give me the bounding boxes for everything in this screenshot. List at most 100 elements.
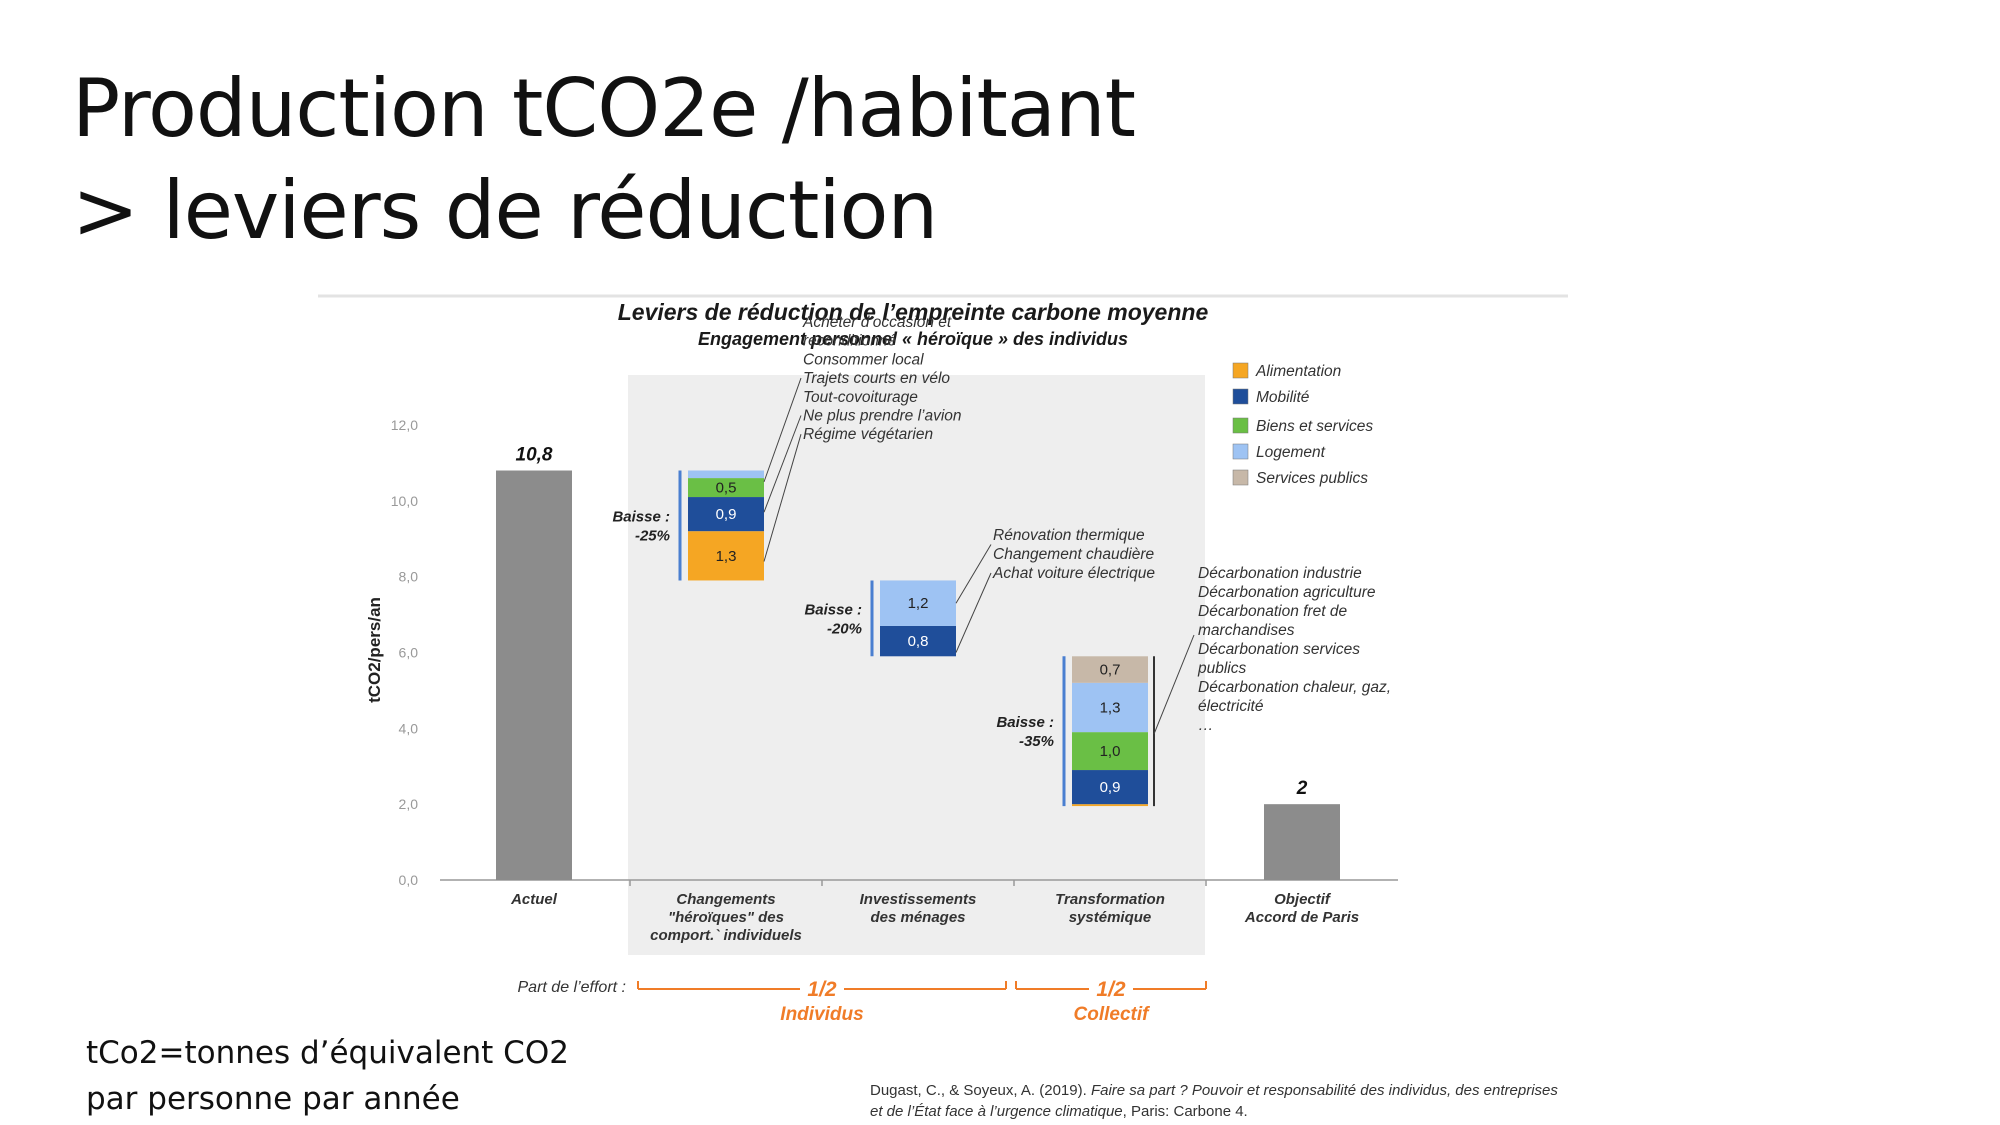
legend-swatch-biens-et-services (1232, 417, 1249, 434)
y-tick-label: 4,0 (399, 720, 419, 736)
total-bar-4 (1264, 804, 1340, 880)
x-category-label: Investissements (860, 891, 977, 908)
lever-annotation: … (1198, 717, 1214, 734)
lever-annotation: Décarbonation industrie (1198, 565, 1362, 582)
step-segment-logement (688, 470, 764, 479)
lever-annotation: Décarbonation agriculture (1198, 584, 1376, 601)
step-segment-alimentation (688, 531, 764, 581)
citation-title-part2: et de l’État face à l’urgence climatique (870, 1103, 1123, 1120)
step-value-label: 1,0 (1100, 743, 1121, 760)
lever-annotation: marchandises (1198, 622, 1295, 639)
lever-annotation: Décarbonation services (1198, 641, 1360, 658)
footnote-line2: par personne par année (86, 1081, 460, 1117)
legend-label: Services publics (1256, 470, 1368, 487)
step-value-label: 1,3 (716, 548, 737, 565)
x-category-label: Changements (676, 891, 775, 908)
legend-label: Alimentation (1255, 363, 1341, 380)
total-bar-0 (496, 470, 572, 880)
step-segment-mobilité (880, 625, 956, 657)
step-value-label: 0,7 (1100, 662, 1121, 679)
legend-label: Logement (1256, 444, 1326, 461)
baisse-percent: -25% (635, 527, 670, 544)
step-value-label: 1,3 (1100, 699, 1121, 716)
lever-annotation: Rénovation thermique (993, 527, 1145, 544)
lever-annotation: Décarbonation fret de (1198, 603, 1347, 620)
step-segment-logement (1072, 682, 1148, 733)
baisse-percent: -20% (827, 620, 862, 637)
baisse-label: Baisse : (996, 714, 1054, 731)
annotation-connector (955, 544, 992, 604)
step-value-label: 0,9 (1100, 779, 1121, 796)
x-category-label: systémique (1069, 909, 1152, 926)
lever-annotation: Changement chaudière (993, 546, 1155, 563)
legend-swatch-mobilité (1232, 388, 1249, 405)
x-category-label: "héroïques" des (668, 909, 784, 926)
y-axis-label: tCO2/pers/an (365, 597, 384, 703)
step-segment-alimentation (1072, 804, 1148, 807)
annotation-connector (763, 415, 802, 513)
baisse-percent: -35% (1019, 733, 1054, 750)
y-tick-label: 10,0 (391, 493, 418, 509)
lever-annotation: Ne plus prendre l’avion (803, 408, 962, 425)
step-segment-biens-et-services (688, 478, 764, 498)
annotation-connector (763, 434, 802, 562)
total-value-label: 10,8 (516, 445, 553, 466)
step-value-label: 0,9 (716, 506, 737, 523)
effort-fraction: 1/2 (1096, 978, 1126, 1001)
step-segment-logement (880, 580, 956, 626)
annotation-connector (1153, 634, 1195, 735)
step-value-label: 0,8 (908, 633, 929, 650)
footnote-line1: tCo2=tonnes d’équivalent CO2 (86, 1035, 569, 1071)
lever-annotation: publics (1197, 660, 1246, 677)
citation: Dugast, C., & Soyeux, A. (2019). Faire s… (870, 1080, 1570, 1122)
y-tick-label: 0,0 (399, 872, 419, 888)
slide-title: Production tCO2e /habitant > leviers de … (72, 58, 1136, 262)
citation-title-part1: Faire sa part ? Pouvoir et responsabilit… (1090, 1082, 1558, 1099)
chart-title: Leviers de réduction de l’empreinte carb… (618, 299, 1209, 325)
citation-authors: Dugast, C., & Soyeux, A. (2019). (870, 1082, 1091, 1099)
y-tick-label: 12,0 (391, 417, 418, 433)
legend-label: Mobilité (1256, 389, 1310, 406)
step-segment-mobilité (1072, 770, 1148, 805)
effort-group-name: Collectif (1074, 1004, 1151, 1025)
legend-swatch-services-publics (1232, 469, 1249, 486)
x-category-label: Objectif (1274, 891, 1332, 908)
annotation-connector (955, 572, 992, 653)
effort-label: Part de l’effort : (518, 979, 627, 996)
lever-annotation: Décarbonation chaleur, gaz, (1198, 679, 1391, 696)
lever-annotation: Achat voiture électrique (992, 565, 1155, 582)
chart-subtitle: Engagement personnel « héroïque » des in… (698, 329, 1128, 349)
lever-annotation: électricité (1198, 698, 1264, 715)
step-value-label: 1,2 (908, 595, 929, 612)
legend-swatch-logement (1232, 443, 1249, 460)
y-tick-label: 2,0 (399, 796, 419, 812)
citation-publisher: , Paris: Carbone 4. (1122, 1103, 1248, 1120)
lever-annotation: Consommer local (803, 351, 924, 368)
legend-label: Biens et services (1256, 418, 1373, 435)
y-tick-label: 6,0 (399, 645, 419, 661)
slide-title-line2: > leviers de réduction (72, 164, 938, 257)
step-segment-biens-et-services (1072, 732, 1148, 771)
y-tick-label: 8,0 (399, 569, 419, 585)
total-value-label: 2 (1296, 778, 1308, 799)
step-segment-mobilité (688, 497, 764, 532)
step-segment-services-publics (1072, 656, 1148, 683)
x-category-label: Transformation (1055, 891, 1165, 908)
x-category-label: Accord de Paris (1244, 909, 1359, 926)
annotation-connector (763, 377, 802, 483)
effort-group-name: Individus (780, 1004, 863, 1025)
legend-swatch-alimentation (1232, 362, 1249, 379)
lever-annotation: reconditionné (803, 333, 896, 350)
effort-fraction: 1/2 (807, 978, 837, 1001)
baisse-label: Baisse : (612, 508, 670, 525)
lever-annotation: Tout-covoiturage (803, 389, 918, 406)
footnote: tCo2=tonnes d’équivalent CO2 par personn… (86, 1030, 569, 1122)
baisse-label: Baisse : (804, 601, 862, 618)
carbon-reduction-chart: Leviers de réduction de l’empreinte carb… (318, 294, 1568, 1025)
x-category-label: des ménages (870, 909, 965, 926)
lever-annotation: Régime végétarien (803, 426, 933, 443)
x-category-label: comport.` individuels (650, 927, 802, 944)
slide-title-line1: Production tCO2e /habitant (72, 62, 1136, 155)
x-category-label: Actuel (510, 891, 558, 908)
lever-annotation: Acheter d’occasion et (802, 314, 952, 331)
